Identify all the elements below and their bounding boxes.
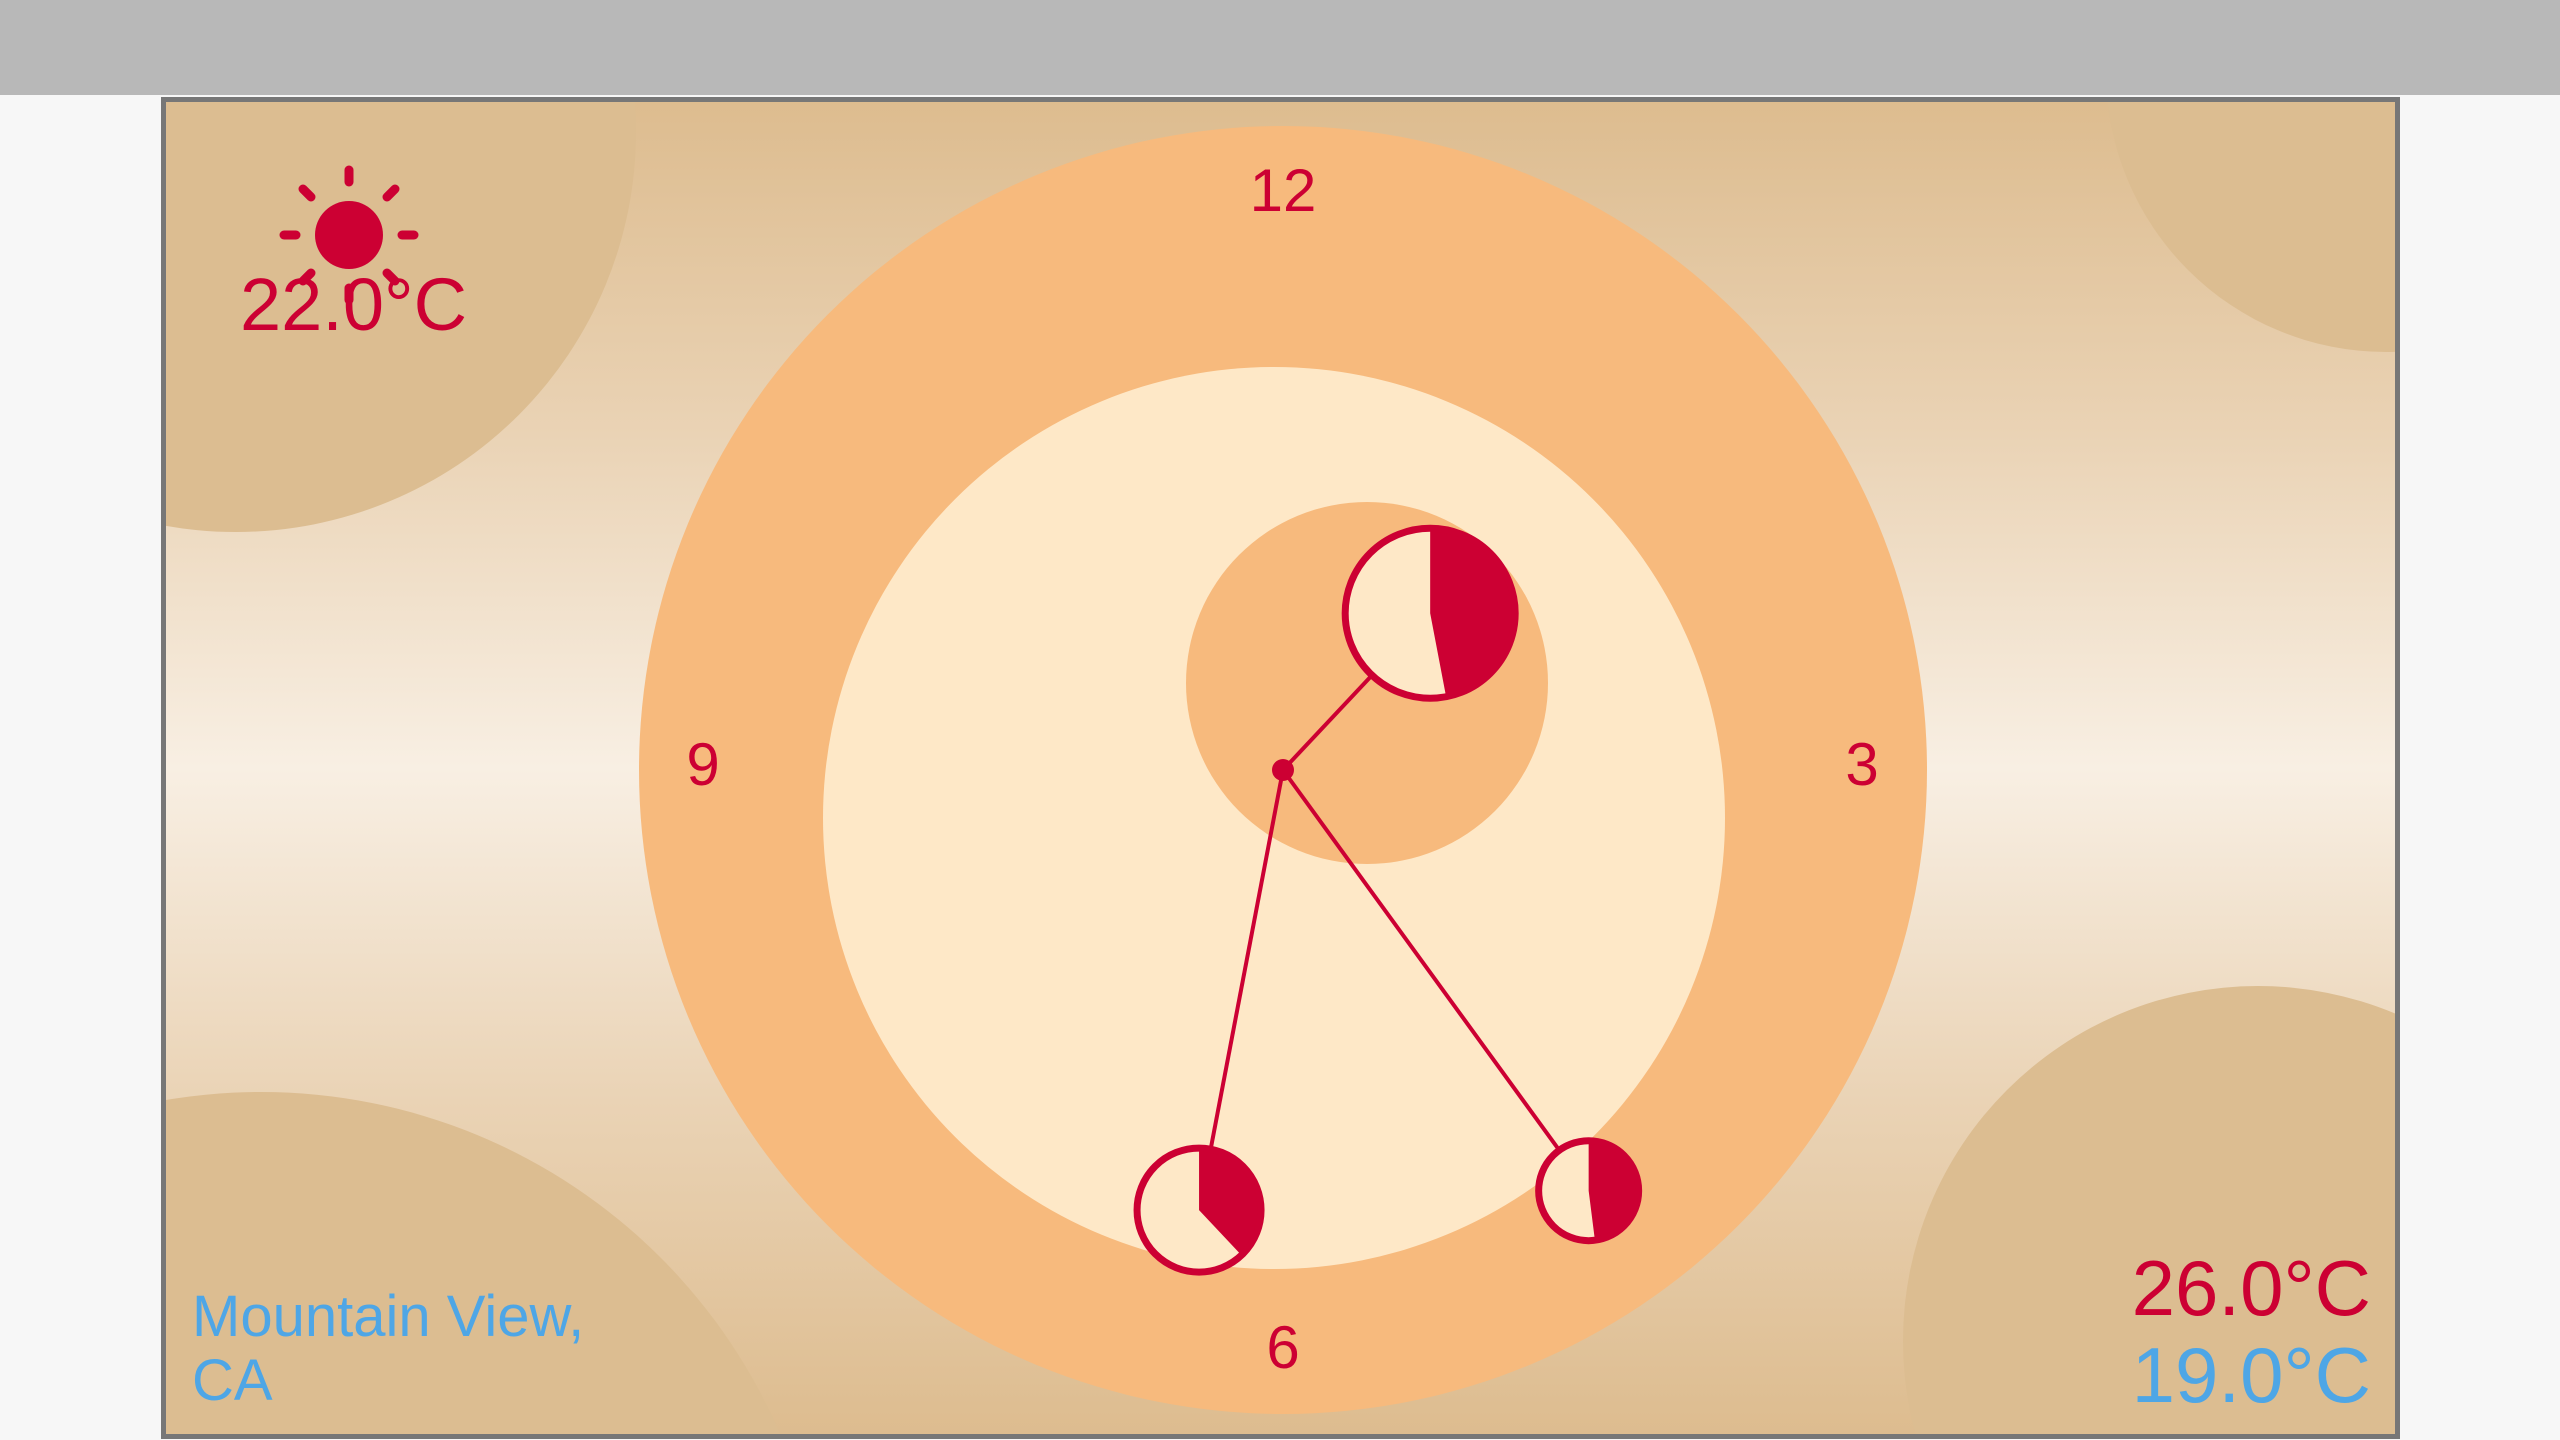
location-label: Mountain View, CA [192, 1285, 752, 1413]
clock-weather-display: 12 3 6 9 22.0°C Mountain Vi [161, 97, 2400, 1439]
clock-pivot [1272, 759, 1294, 781]
low-temperature: 19.0°C [2051, 1336, 2371, 1414]
window-top-bar [0, 0, 2560, 95]
numeral-6: 6 [1266, 1314, 1299, 1381]
second-hand-indicator [1539, 1141, 1639, 1241]
analog-clock: 12 3 6 9 [166, 102, 2395, 1434]
minute-hand-indicator [1137, 1148, 1261, 1272]
high-temperature: 26.0°C [2051, 1249, 2371, 1327]
numeral-9: 9 [686, 731, 719, 798]
numeral-12: 12 [1250, 157, 1317, 224]
numeral-3: 3 [1845, 731, 1878, 798]
current-temperature: 22.0°C [240, 268, 467, 342]
hour-hand-indicator [1345, 528, 1515, 698]
